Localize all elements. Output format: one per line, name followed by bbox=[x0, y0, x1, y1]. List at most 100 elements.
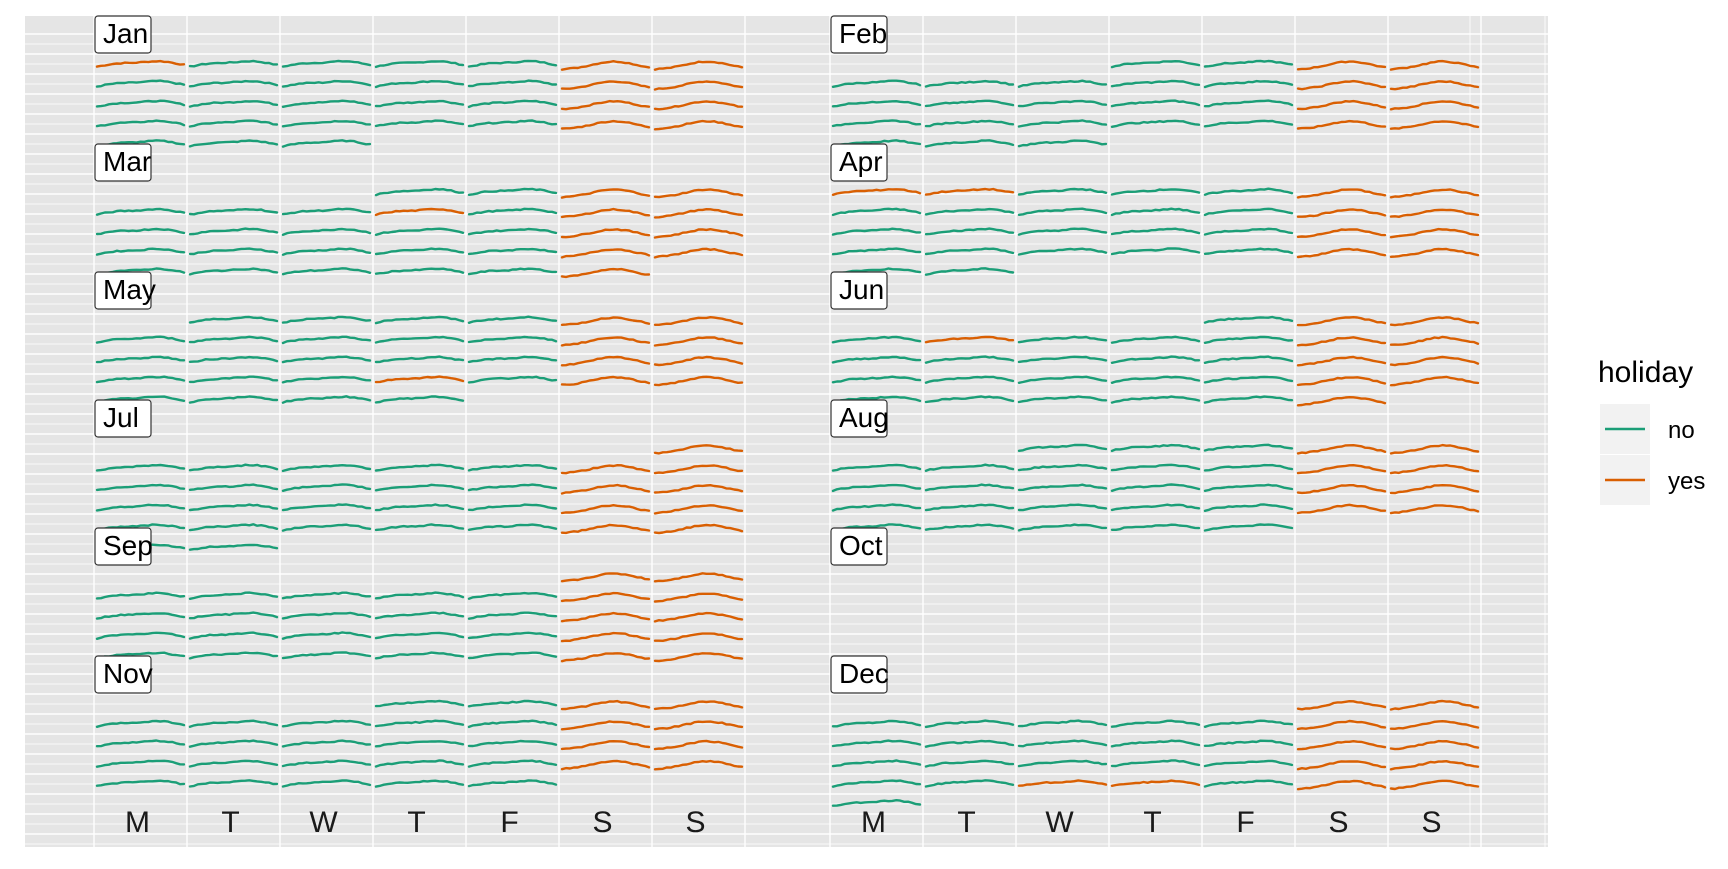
day-series-line bbox=[653, 316, 744, 326]
day-series-line bbox=[188, 651, 279, 660]
day-series-line bbox=[281, 139, 372, 148]
weekday-tick-label: T bbox=[957, 806, 975, 839]
day-series-line bbox=[95, 207, 186, 216]
day-series-line bbox=[188, 395, 279, 404]
day-series-line bbox=[1296, 355, 1387, 367]
day-series-line bbox=[95, 395, 186, 404]
day-series-line bbox=[560, 248, 651, 259]
month-label-box bbox=[830, 655, 888, 694]
month-label: Aug bbox=[839, 402, 889, 433]
weekday-tick-label: W bbox=[1045, 806, 1074, 839]
day-series-line bbox=[1389, 699, 1480, 711]
day-series-line bbox=[1203, 463, 1294, 472]
weekday-tick-label: S bbox=[592, 806, 612, 839]
day-series-line bbox=[1296, 700, 1387, 711]
day-series-line bbox=[1296, 760, 1387, 771]
day-series-line bbox=[467, 739, 558, 748]
day-series-line bbox=[924, 267, 1015, 276]
day-series-line bbox=[924, 759, 1015, 768]
day-series-line bbox=[281, 759, 372, 768]
month-label-box bbox=[830, 271, 888, 310]
day-series-line bbox=[1110, 119, 1201, 128]
day-series-line bbox=[467, 79, 558, 88]
day-series-line bbox=[1110, 99, 1201, 108]
day-series-line bbox=[188, 523, 279, 532]
day-series-line bbox=[95, 719, 186, 728]
day-series-line bbox=[1389, 375, 1480, 387]
day-series-line bbox=[188, 375, 279, 384]
day-series-line bbox=[95, 119, 186, 128]
day-series-line bbox=[831, 503, 922, 512]
day-series-line bbox=[1203, 355, 1294, 364]
day-series-line bbox=[1389, 464, 1480, 475]
day-series-line bbox=[1110, 60, 1201, 69]
day-series-line bbox=[924, 779, 1015, 788]
day-series-line bbox=[1389, 504, 1480, 515]
day-series-line bbox=[653, 739, 744, 751]
day-series-line bbox=[1017, 483, 1108, 492]
day-series-line bbox=[188, 779, 279, 788]
day-series-line bbox=[188, 739, 279, 748]
day-series-line bbox=[374, 119, 465, 128]
day-series-line bbox=[924, 99, 1015, 108]
day-series-line bbox=[281, 631, 372, 640]
day-series-line bbox=[560, 119, 651, 130]
day-series-line bbox=[467, 631, 558, 640]
day-series-line bbox=[281, 523, 372, 532]
day-series-line bbox=[188, 208, 279, 216]
day-series-line bbox=[1203, 503, 1294, 512]
day-series-line bbox=[188, 503, 279, 512]
weekday-tick-label: T bbox=[221, 806, 239, 839]
day-series-line bbox=[188, 267, 279, 276]
day-series-line bbox=[95, 591, 186, 600]
day-series-line bbox=[653, 188, 744, 199]
weekday-tick-label: T bbox=[1143, 806, 1161, 839]
day-series-line bbox=[281, 719, 372, 728]
day-series-line bbox=[560, 375, 651, 386]
month-label: Feb bbox=[839, 18, 887, 49]
day-series-line bbox=[188, 139, 279, 148]
day-series-line bbox=[188, 100, 279, 108]
day-series-line bbox=[1296, 60, 1387, 71]
day-series-line bbox=[467, 187, 558, 196]
day-series-line bbox=[374, 80, 465, 89]
day-series-line bbox=[1017, 759, 1108, 768]
day-series-line bbox=[467, 335, 558, 344]
day-series-line bbox=[831, 188, 922, 196]
day-series-line bbox=[374, 651, 465, 660]
day-series-line bbox=[1110, 483, 1201, 492]
month-label: Oct bbox=[839, 530, 883, 561]
day-series-line bbox=[281, 227, 372, 236]
day-series-line bbox=[1389, 335, 1480, 346]
day-series-line bbox=[467, 355, 558, 364]
day-series-line bbox=[467, 503, 558, 512]
day-series-line bbox=[831, 355, 922, 364]
day-series-line bbox=[1110, 523, 1201, 531]
month-label: May bbox=[103, 274, 156, 305]
day-series-line bbox=[95, 463, 186, 472]
day-series-line bbox=[1110, 463, 1201, 472]
day-series-line bbox=[1203, 779, 1294, 788]
day-series-line bbox=[560, 188, 651, 199]
day-series-line bbox=[1203, 59, 1294, 68]
day-series-line bbox=[653, 80, 744, 91]
day-series-line bbox=[560, 267, 651, 279]
day-series-line bbox=[560, 611, 651, 623]
day-series-line bbox=[467, 227, 558, 236]
day-series-line bbox=[281, 315, 372, 324]
day-series-line bbox=[1110, 395, 1201, 404]
day-series-line bbox=[1389, 760, 1480, 771]
weekday-tick-label: M bbox=[861, 806, 886, 839]
day-series-line bbox=[188, 315, 279, 324]
day-series-line bbox=[374, 187, 465, 197]
day-series-line bbox=[560, 572, 651, 583]
day-series-line bbox=[188, 611, 279, 620]
day-series-line bbox=[560, 652, 651, 663]
day-series-line bbox=[188, 227, 279, 236]
day-series-line bbox=[281, 247, 372, 256]
month-label: Nov bbox=[103, 658, 153, 689]
day-series-line bbox=[188, 119, 279, 128]
weekday-tick-label: S bbox=[1421, 806, 1441, 839]
day-series-line bbox=[188, 355, 279, 363]
month-label-box bbox=[94, 655, 152, 694]
